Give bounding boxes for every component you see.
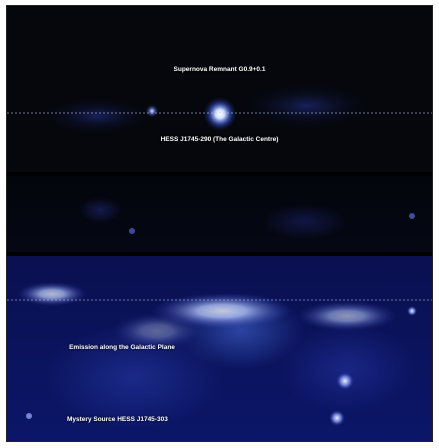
supernova-remnant-source (145, 104, 159, 118)
panel-dark-region (7, 176, 432, 252)
faint-source (26, 413, 32, 419)
image-frame: Supernova Remnant G0.9+0.1 HESS J1745-29… (6, 5, 433, 442)
galactic-centre-caption: HESS J1745-290 (The Galactic Centre) (160, 136, 279, 143)
faint-source (407, 306, 417, 316)
mystery-source (336, 372, 354, 390)
panel-galactic-centre: Supernova Remnant G0.9+0.1 HESS J1745-29… (7, 6, 432, 172)
sky-map-mid (129, 213, 415, 234)
mystery-source-extension (329, 410, 345, 426)
plane-emission (297, 301, 397, 331)
galactic-centre-source (202, 96, 238, 132)
faint-source (129, 228, 135, 234)
plane-emission (152, 293, 292, 329)
plane-emission-label: Emission along the Galactic Plane (69, 344, 175, 351)
sky-map-top (7, 81, 432, 136)
mystery-source-label: Mystery Source HESS J1745-303 (67, 416, 168, 423)
plane-emission (17, 282, 87, 306)
panel-galactic-plane: Emission along the Galactic Plane Myster… (7, 256, 432, 441)
diffuse-haze (37, 96, 157, 136)
diffuse-haze (237, 81, 377, 131)
snr-title: Supernova Remnant G0.9+0.1 (173, 66, 266, 73)
faint-source (409, 213, 415, 219)
